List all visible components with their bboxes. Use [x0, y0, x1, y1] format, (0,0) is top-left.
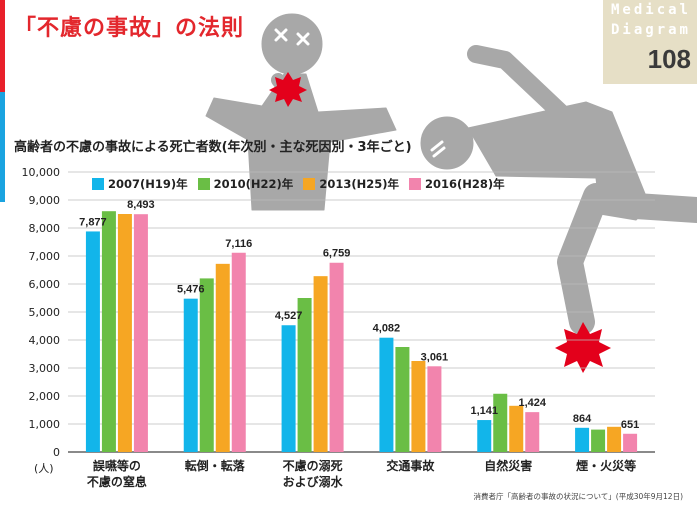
legend-swatch [197, 178, 210, 190]
data-label: 4,082 [373, 323, 401, 335]
bar [297, 298, 312, 452]
bar [477, 420, 492, 452]
bar [591, 429, 606, 452]
bar [525, 412, 540, 452]
y-tick-label: 5,000 [29, 306, 61, 319]
legend-swatch [408, 178, 421, 190]
bar [215, 263, 230, 452]
dizzy-eyes-icon [274, 28, 310, 46]
data-label: 5,476 [177, 284, 205, 296]
faint-face-icon [430, 140, 446, 158]
y-tick-label: 0 [53, 446, 60, 459]
data-label: 8,493 [127, 199, 155, 211]
legend-swatch [92, 178, 104, 190]
edge-accent-blue [0, 92, 5, 202]
category-label: 自然災害 [484, 459, 533, 473]
y-tick-label: 3,000 [29, 362, 61, 375]
chart-title: 高齢者の不慮の事故による死亡者数(年次別・主な死因別・3年ごと) [14, 140, 412, 155]
category-label: 煙・火災等 [576, 459, 637, 473]
corner-word-diagram: Diagram [610, 22, 691, 38]
legend-label: 2010(H22)年 [213, 177, 294, 191]
bar [509, 405, 524, 452]
page-title: 「不慮の事故」の法則 [14, 16, 245, 41]
data-label: 7,877 [79, 216, 107, 228]
edge-accent-red [0, 0, 5, 92]
bar [395, 347, 410, 452]
data-label: 1,141 [470, 405, 498, 417]
category-label: 不慮の溺死 および溺水 [282, 459, 343, 489]
legend-label: 2013(H25)年 [319, 177, 399, 191]
bar [623, 433, 638, 452]
bar [411, 361, 426, 452]
bar [183, 298, 198, 452]
y-axis-unit-label: (人) [34, 462, 54, 475]
bar [329, 262, 344, 452]
category-label: 誤嚥等の 不慮の窒息 [86, 459, 147, 489]
source-note: 消費者庁「高齢者の事故の状況について」(平成30年9月12日) [473, 492, 683, 501]
bar [379, 337, 394, 452]
data-label: 864 [573, 413, 592, 425]
impact-burst-icon [555, 322, 611, 373]
bar [313, 276, 328, 452]
bar [427, 366, 442, 452]
bar [85, 231, 100, 452]
bar [231, 252, 246, 452]
legend-item: 2007(H19)年 [92, 176, 188, 192]
y-tick-label: 8,000 [29, 222, 61, 235]
impact-burst-icon [269, 72, 307, 107]
bar [199, 278, 214, 452]
y-tick-label: 1,000 [29, 418, 61, 431]
y-tick-label: 10,000 [22, 166, 61, 179]
data-label: 1,424 [518, 397, 546, 409]
bar [281, 325, 296, 452]
y-tick-label: 2,000 [29, 390, 61, 403]
legend-item: 2016(H28)年 [408, 176, 505, 192]
bar [607, 426, 622, 452]
bar [575, 427, 590, 452]
data-label: 6,759 [323, 248, 351, 260]
y-tick-label: 4,000 [29, 334, 61, 347]
legend-label: 2016(H28)年 [424, 177, 505, 191]
corner-number: 108 [647, 44, 691, 74]
bar [133, 214, 148, 452]
data-label: 3,061 [421, 351, 449, 363]
series-corner-tag: Medical Diagram 108 [603, 0, 697, 84]
data-label: 7,116 [225, 238, 252, 250]
bar [101, 211, 116, 452]
category-label: 転倒・転落 [184, 459, 245, 473]
chart-legend: 2007(H19)年 2010(H22)年 2013(H25)年 2016(H28)年 [92, 176, 505, 192]
bar [493, 393, 508, 452]
corner-word-medical: Medical [610, 2, 691, 18]
y-tick-label: 7,000 [29, 250, 61, 263]
y-tick-label: 6,000 [29, 278, 61, 291]
legend-item: 2010(H22)年 [197, 176, 294, 192]
data-label: 651 [621, 419, 639, 431]
bar [117, 214, 132, 452]
y-tick-label: 9,000 [29, 194, 61, 207]
category-label: 交通事故 [386, 459, 435, 473]
data-label: 4,527 [275, 310, 303, 322]
legend-swatch [303, 178, 316, 190]
legend-item: 2013(H25)年 [303, 176, 399, 192]
legend-label: 2007(H19)年 [108, 177, 188, 191]
